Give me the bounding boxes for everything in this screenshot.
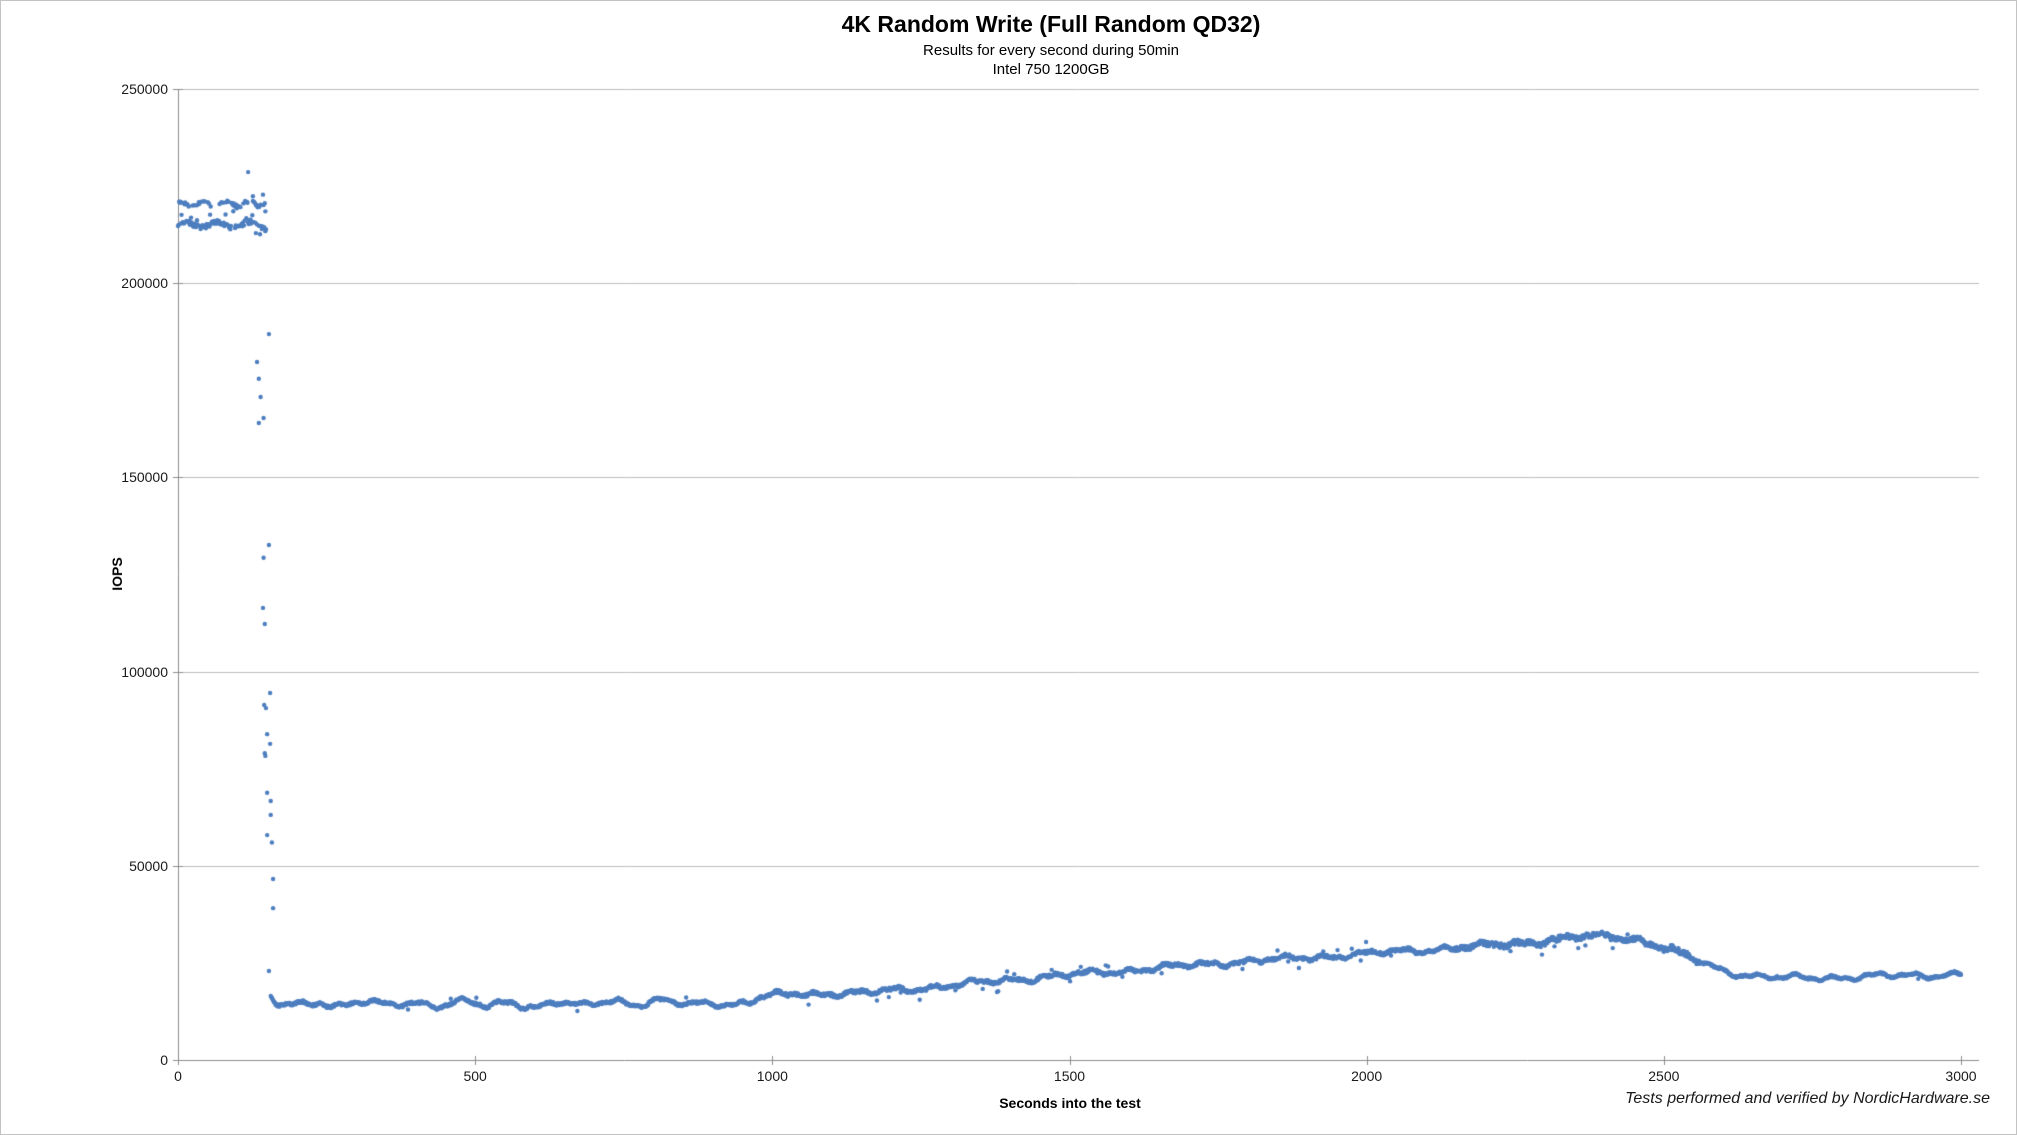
chart-subtitle: Results for every second during 50min <box>923 42 1179 59</box>
y-tick-label: 200000 <box>121 275 168 292</box>
credit-text: Tests performed and verified by NordicHa… <box>1625 1090 1990 1107</box>
y-tick-label: 250000 <box>121 81 168 97</box>
x-tick-label: 500 <box>463 1068 487 1084</box>
y-axis-title: IOPS <box>109 557 125 591</box>
x-tick-label: 1000 <box>756 1068 788 1084</box>
x-tick-label: 1500 <box>1053 1068 1086 1084</box>
x-tick-label: 2500 <box>1648 1068 1680 1084</box>
y-tick-label: 150000 <box>121 469 168 486</box>
x-tick-label: 0 <box>174 1068 182 1084</box>
y-tick-label: 100000 <box>121 663 168 680</box>
x-tick-label: 3000 <box>1945 1068 1977 1084</box>
x-tick-label: 2000 <box>1351 1068 1383 1084</box>
x-axis-title: Seconds into the test <box>999 1095 1141 1111</box>
y-tick-label: 0 <box>160 1052 168 1068</box>
y-tick-label: 50000 <box>129 857 168 874</box>
chart-title: 4K Random Write (Full Random QD32) <box>841 11 1261 37</box>
chart-device-label: Intel 750 1200GB <box>992 61 1110 78</box>
